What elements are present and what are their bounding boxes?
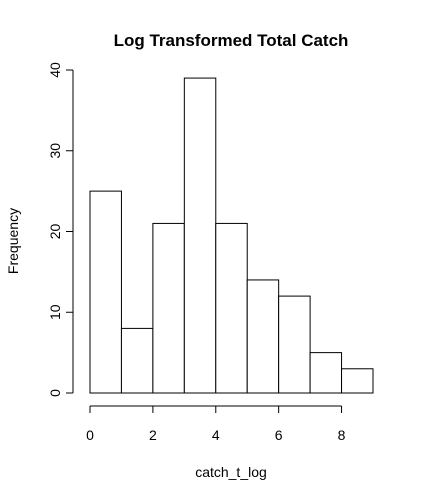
y-axis: 0 10 20 30 40 <box>47 62 74 397</box>
histogram-bar-0 <box>89 190 122 394</box>
histogram-bar-8 <box>341 368 374 394</box>
x-tick-label-6: 6 <box>275 427 283 443</box>
y-tick-label-40: 40 <box>47 62 63 78</box>
histogram-bar-5 <box>246 279 280 394</box>
x-axis: 0 2 4 6 8 <box>86 405 346 443</box>
x-tick-label-2: 2 <box>149 427 157 443</box>
y-tick-label-20: 20 <box>47 224 63 240</box>
x-tick-label-4: 4 <box>212 427 220 443</box>
chart-title: Log Transformed Total Catch <box>114 31 349 50</box>
histogram-bar-4 <box>215 222 248 394</box>
x-axis-title: catch_t_log <box>195 464 267 480</box>
y-tick-label-30: 30 <box>47 143 63 159</box>
x-tick-label-0: 0 <box>86 427 94 443</box>
x-tick-label-8: 8 <box>338 427 346 443</box>
histogram-bar-2 <box>152 222 185 394</box>
histogram-bar-3 <box>183 77 217 394</box>
histogram-bar-6 <box>278 295 311 394</box>
histogram-bar-1 <box>120 327 154 394</box>
y-tick-label-0: 0 <box>47 389 63 397</box>
y-tick-label-10: 10 <box>47 304 63 320</box>
histogram-bar-7 <box>309 352 343 394</box>
y-axis-title: Frequency <box>5 208 21 274</box>
bars-group <box>89 77 374 394</box>
